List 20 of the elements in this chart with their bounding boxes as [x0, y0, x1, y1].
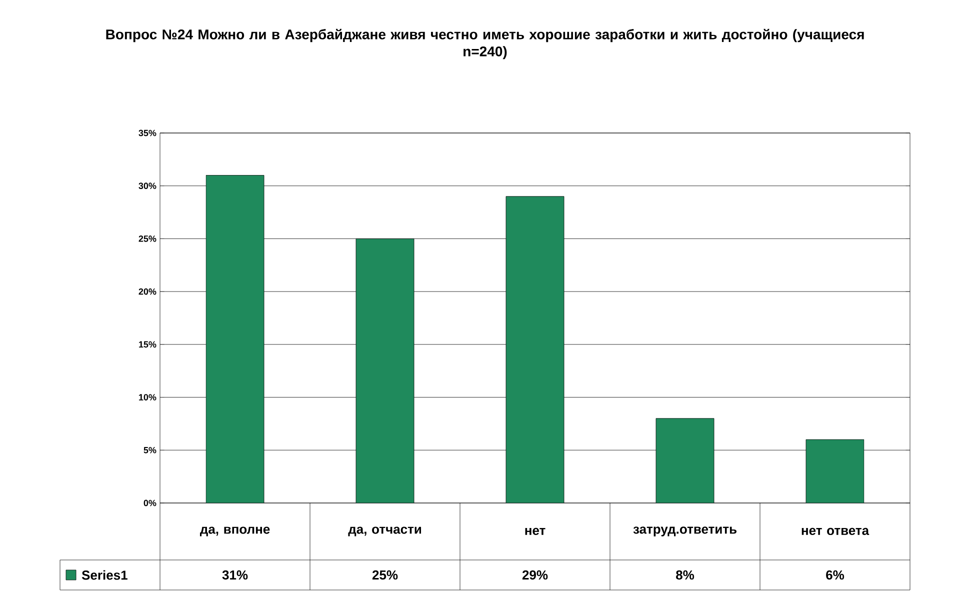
x-tick-label: да, отчасти: [348, 526, 422, 536]
x-tick-label: нет ответа: [802, 528, 870, 536]
y-tick-label: 35%: [138, 130, 156, 136]
x-tick-label: затруд.ответить: [633, 526, 736, 536]
data-label: 6%: [826, 570, 844, 580]
y-tick-label: 25%: [138, 236, 156, 242]
data-label: 31%: [222, 570, 248, 580]
legend-label: Series1: [82, 570, 128, 580]
y-tick-label: 15%: [139, 341, 156, 348]
y-tick-label: 30%: [138, 182, 156, 190]
data-label: 8%: [676, 570, 694, 580]
chart-title: Вопрос №24 Можно ли в Азербайджане живя честно иметь хорошие заработки и жить достойно (учащиеся n=240): [106, 28, 864, 60]
y-tick-label: 10%: [139, 394, 156, 400]
x-tick-label: нет: [525, 528, 546, 536]
y-tick-label: 0%: [144, 500, 156, 506]
y-tick-label: 20%: [138, 288, 156, 295]
data-label: 25%: [372, 570, 398, 580]
y-tick-label: 5%: [144, 446, 156, 454]
data-label: 29%: [522, 570, 548, 580]
x-tick-label: да, вполне: [200, 526, 270, 536]
